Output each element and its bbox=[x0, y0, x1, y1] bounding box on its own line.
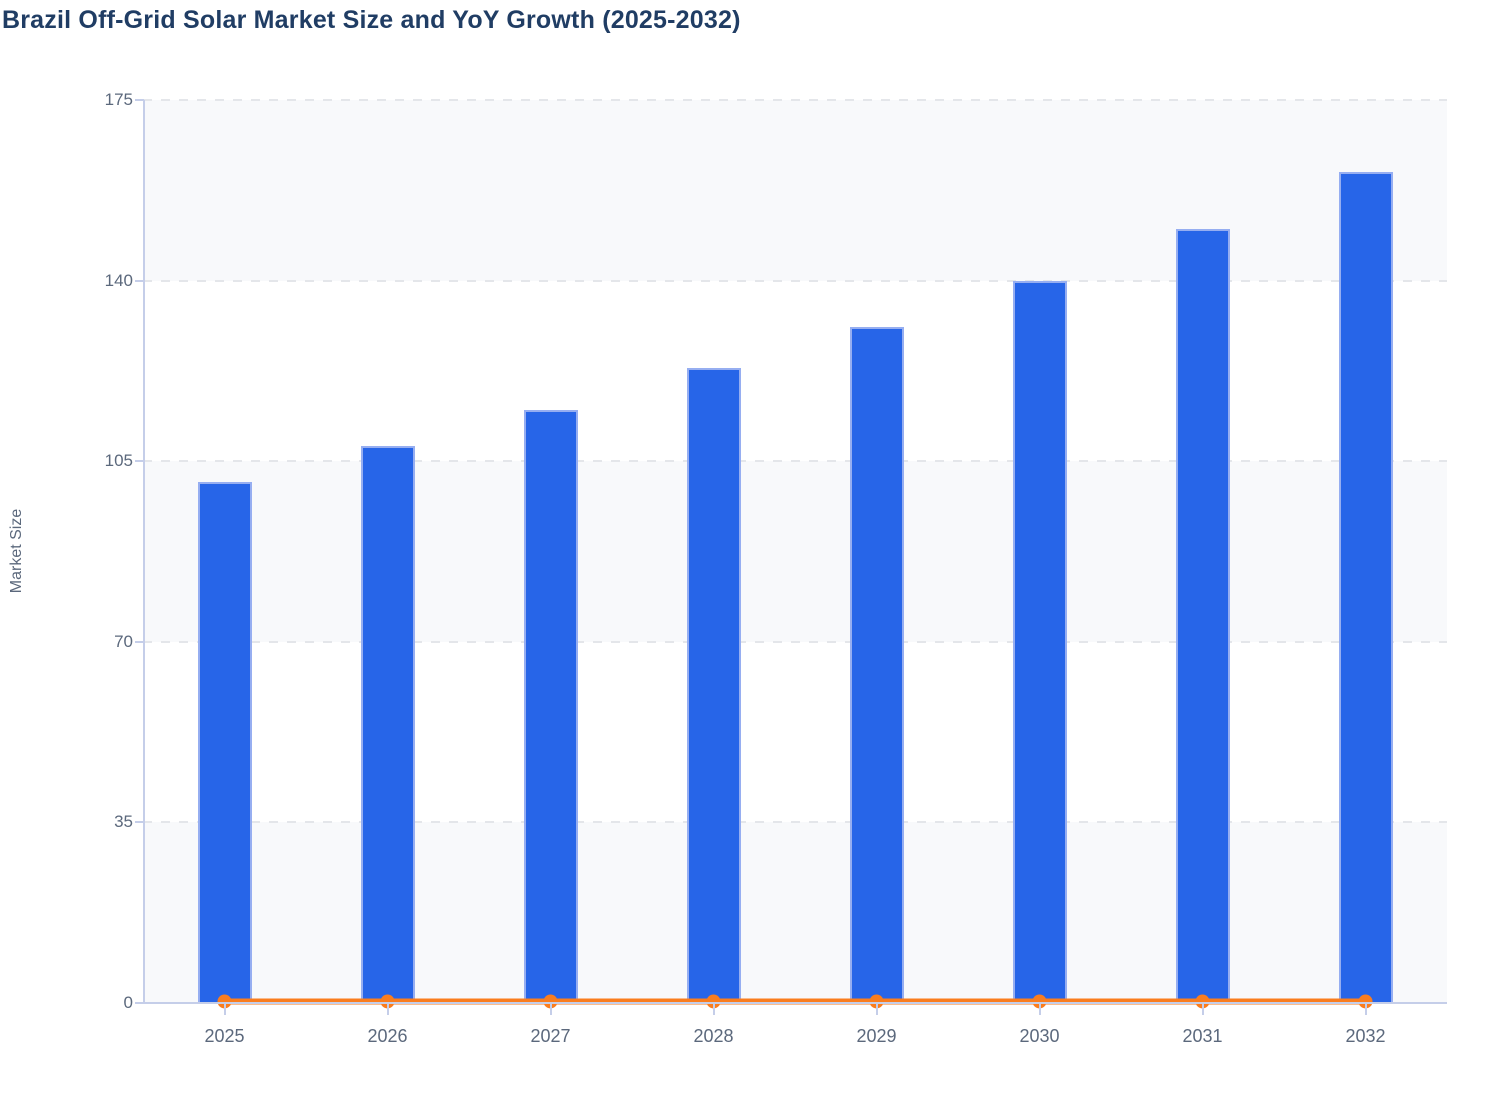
x-tick-mark-2025 bbox=[223, 1004, 226, 1015]
x-tick-label-2026: 2026 bbox=[367, 1026, 408, 1046]
bar-2030 bbox=[1012, 280, 1067, 1003]
x-tick-mark-2028 bbox=[712, 1004, 715, 1015]
x-tick-label-2029: 2029 bbox=[856, 1026, 897, 1046]
x-tick-mark-2026 bbox=[386, 1004, 389, 1015]
x-tick-label-2028: 2028 bbox=[693, 1026, 734, 1046]
plot-band-140-175 bbox=[143, 100, 1447, 281]
gridline-35 bbox=[143, 821, 1447, 824]
bar-2029 bbox=[849, 327, 904, 1003]
x-tick-mark-2031 bbox=[1201, 1004, 1204, 1015]
x-tick-mark-2027 bbox=[549, 1004, 552, 1015]
y-tick-mark-0 bbox=[135, 1002, 144, 1004]
x-tick-mark-2029 bbox=[875, 1004, 878, 1015]
y-tick-mark-70 bbox=[135, 640, 144, 643]
gridline-140 bbox=[143, 279, 1447, 282]
y-tick-label-140: 140 bbox=[104, 270, 133, 290]
bar-2028 bbox=[686, 368, 741, 1003]
y-tick-label-175: 175 bbox=[104, 90, 133, 109]
x-tick-mark-2032 bbox=[1364, 1004, 1367, 1015]
y-tick-label-70: 70 bbox=[114, 631, 133, 651]
gridline-105 bbox=[143, 460, 1447, 463]
plot-band-105-140 bbox=[143, 280, 1447, 462]
chart-title: Brazil Off-Grid Solar Market Size and Yo… bbox=[2, 6, 741, 34]
plot-band-35-70 bbox=[143, 641, 1447, 823]
bar-2026 bbox=[360, 445, 415, 1003]
y-axis-line bbox=[143, 100, 145, 1003]
x-tick-mark-2030 bbox=[1038, 1004, 1041, 1015]
plot-band-70-105 bbox=[143, 461, 1447, 642]
x-tick-label-2031: 2031 bbox=[1182, 1026, 1223, 1046]
bar-2027 bbox=[523, 409, 578, 1003]
y-tick-label-35: 35 bbox=[114, 812, 133, 832]
y-tick-mark-35 bbox=[135, 821, 144, 824]
y-tick-mark-175 bbox=[135, 99, 144, 101]
y-tick-label-0: 0 bbox=[123, 993, 133, 1012]
bar-2032 bbox=[1338, 172, 1393, 1003]
gridline-175 bbox=[143, 99, 1447, 101]
x-tick-label-2030: 2030 bbox=[1019, 1026, 1060, 1046]
y-axis-title: Market Size bbox=[8, 508, 25, 594]
bar-2025 bbox=[197, 481, 252, 1003]
plot-band-0-35 bbox=[143, 822, 1447, 1003]
x-tick-label-2032: 2032 bbox=[1345, 1026, 1386, 1046]
gridline-70 bbox=[143, 640, 1447, 643]
plot-area bbox=[143, 99, 1447, 1009]
y-tick-mark-105 bbox=[135, 460, 144, 463]
x-axis-line bbox=[143, 1002, 1447, 1004]
y-tick-label-105: 105 bbox=[104, 451, 133, 471]
x-tick-label-2027: 2027 bbox=[530, 1026, 571, 1046]
bar-2031 bbox=[1175, 229, 1230, 1003]
y-tick-mark-140 bbox=[135, 279, 144, 282]
x-tick-label-2025: 2025 bbox=[204, 1026, 245, 1046]
